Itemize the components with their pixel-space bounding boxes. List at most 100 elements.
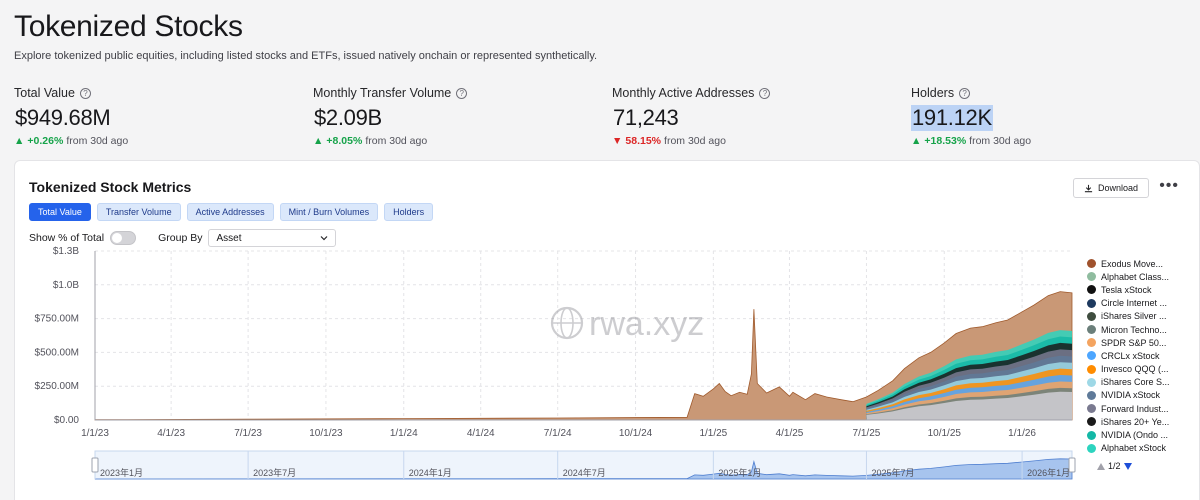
stat-label: Holders [911,86,955,100]
card-title: Tokenized Stock Metrics [29,179,192,195]
stat-label: Monthly Active Addresses [612,86,755,100]
watermark-text: rwa.xyz [589,305,704,343]
legend-label: Tesla xStock [1101,284,1152,295]
y-tick-label: $250.00M [35,381,79,392]
arrow-up-icon: ▲ [911,135,922,147]
stat-delta: +0.26% [27,135,64,147]
legend-item[interactable]: iShares Core S... [1087,376,1199,389]
legend-label: Exodus Move... [1101,258,1164,269]
show-pct-toggle[interactable] [110,231,137,245]
metrics-card: Tokenized Stock Metrics Download ••• Tot… [14,160,1200,500]
legend-item[interactable]: iShares 20+ Ye... [1087,415,1199,428]
navigator-tick-label: 2023年7月 [253,467,296,478]
chevron-down-icon [321,236,328,241]
legend-pagination: 1/2 [1097,461,1132,471]
legend-item[interactable]: SPDR S&P 50... [1087,336,1199,349]
download-button[interactable]: Download [1073,178,1149,198]
legend-swatch [1087,443,1096,453]
info-icon[interactable]: ? [79,87,91,99]
legend-item[interactable]: NVIDIA (Ondo ... [1087,428,1199,441]
tab-total-value[interactable]: Total Value [29,203,91,221]
legend-label: NVIDIA xStock [1101,390,1161,401]
legend-label: iShares 20+ Ye... [1101,416,1170,427]
stacked-area-chart[interactable]: $0.00 $250.00M $500.00M $750.00M $1.0B $1.3B 1… [15,243,1085,500]
legend-page-label: 1/2 [1108,461,1121,471]
navigator-left-handle[interactable] [91,457,99,473]
info-icon[interactable]: ? [456,87,468,99]
legend-item[interactable]: Alphabet xStock [1087,442,1199,455]
watermark: rwa.xyz [550,305,704,343]
stat-delta: +18.53% [924,135,967,147]
more-options-icon[interactable]: ••• [1159,177,1179,194]
x-tick-label: 4/1/23 [157,428,185,439]
legend-label: Forward Indust... [1101,403,1169,414]
navigator-tick-label: 2023年1月 [100,467,143,478]
x-tick-label: 7/1/23 [234,428,262,439]
x-tick-label: 10/1/24 [619,428,653,439]
legend-label: Circle Internet ... [1101,298,1168,309]
legend-label: CRCLx xStock [1101,350,1160,361]
show-pct-label: Show % of Total [29,232,105,244]
legend-item[interactable]: CRCLx xStock [1087,349,1199,362]
legend-item[interactable]: Forward Indust... [1087,402,1199,415]
stat-delta: +8.05% [326,135,363,147]
area-series-other [866,391,1072,420]
legend-label: Alphabet xStock [1101,443,1167,454]
stat-value: 191.12K [911,105,993,131]
chart-legend: Exodus Move... Alphabet Class... Tesla xSt… [1087,257,1199,455]
info-icon[interactable]: ? [959,87,971,99]
legend-swatch [1087,417,1096,427]
navigator-tick-label: 2025年1月 [718,467,761,478]
tab-mint-burn-volumes[interactable]: Mint / Burn Volumes [279,203,379,221]
navigator-tick-label: 2025年7月 [871,467,914,478]
legend-item[interactable]: Exodus Move... [1087,257,1199,270]
legend-swatch [1087,272,1096,282]
legend-swatch [1087,430,1096,440]
arrow-up-icon: ▲ [14,135,25,147]
legend-swatch [1087,298,1096,308]
group-by-label: Group By [158,232,203,244]
legend-next-icon[interactable] [1123,462,1132,470]
arrow-up-icon: ▲ [313,135,324,147]
chart-controls: Show % of Total Group By Asset [29,229,337,247]
legend-swatch [1087,351,1096,361]
y-tick-label: $1.3B [53,246,79,257]
x-tick-label: 1/1/25 [699,428,727,439]
legend-item[interactable]: NVIDIA xStock [1087,389,1199,402]
x-tick-label: 10/1/25 [928,428,962,439]
navigator-right-handle[interactable] [1068,457,1076,473]
stat-label: Monthly Transfer Volume [313,86,452,100]
x-tick-label: 1/1/24 [390,428,418,439]
tab-transfer-volume[interactable]: Transfer Volume [96,203,181,221]
page-subtitle: Explore tokenized public equities, inclu… [14,50,598,62]
x-tick-label: 1/1/26 [1008,428,1036,439]
tab-holders[interactable]: Holders [384,203,434,221]
legend-item[interactable]: Micron Techno... [1087,323,1199,336]
stat-suffix: from 30d ago [365,135,428,147]
x-tick-label: 7/1/24 [544,428,572,439]
legend-label: NVIDIA (Ondo ... [1101,430,1169,441]
stat-value: 71,243 [613,105,679,130]
legend-item[interactable]: Circle Internet ... [1087,297,1199,310]
group-by-value: Asset [216,232,242,244]
y-tick-label: $500.00M [35,347,79,358]
download-icon [1084,184,1093,192]
info-icon[interactable]: ? [759,87,771,99]
group-by-select[interactable]: Asset [208,229,337,247]
x-tick-label: 1/1/23 [81,428,109,439]
x-tick-label: 10/1/23 [309,428,343,439]
navigator-tick-label: 2024年7月 [563,467,606,478]
tab-active-addresses[interactable]: Active Addresses [186,203,274,221]
stat-label: Total Value [14,86,75,100]
download-label: Download [1097,183,1139,193]
legend-swatch [1087,404,1096,414]
navigator-area [94,458,1073,480]
legend-item[interactable]: Invesco QQQ (... [1087,363,1199,376]
legend-item[interactable]: iShares Silver ... [1087,310,1199,323]
stat-suffix: from 30d ago [66,135,129,147]
legend-prev-icon[interactable] [1097,462,1105,470]
legend-item[interactable]: Tesla xStock [1087,283,1199,296]
legend-label: iShares Silver ... [1101,311,1167,322]
stat-monthly-active-addresses: Monthly Active Addresses? 71,243 ▼ 58.15%… [612,86,892,147]
legend-item[interactable]: Alphabet Class... [1087,270,1199,283]
